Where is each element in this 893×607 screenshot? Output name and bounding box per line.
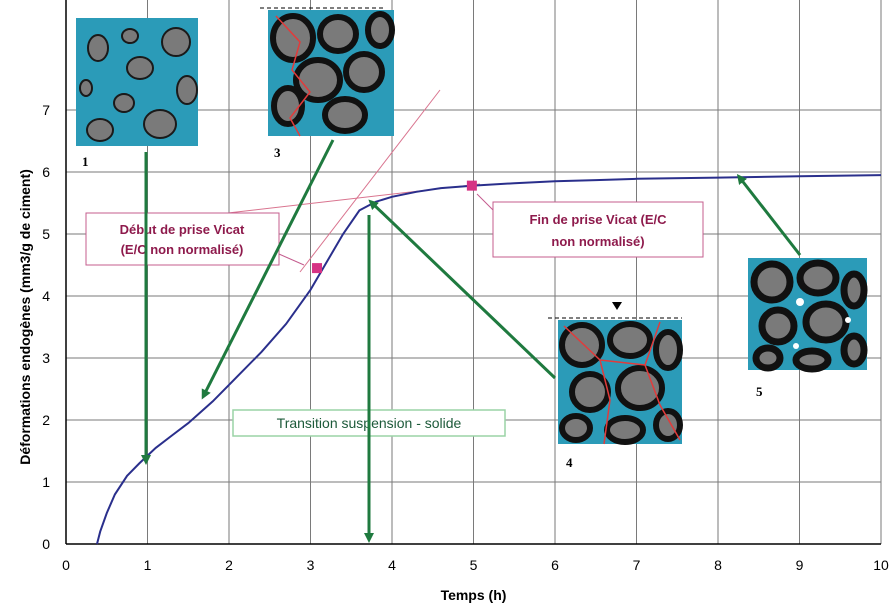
y-tick-label: 4 — [42, 288, 50, 304]
y-tick-label: 3 — [42, 350, 50, 366]
arrows — [141, 139, 802, 543]
arrow-3 — [201, 139, 335, 400]
micrograph-5-number: 5 — [756, 384, 763, 399]
fin-prise-line1: Fin de prise Vicat (E/C — [529, 212, 667, 227]
debut-prise-box: Début de prise Vicat (E/C non normalisé) — [85, 212, 280, 266]
x-tick-labels: 0 1 2 3 4 5 6 7 8 9 10 — [62, 557, 889, 573]
x-tick-label: 7 — [633, 557, 641, 573]
micrograph-1-number: 1 — [82, 154, 89, 169]
triangle-marker — [612, 302, 622, 310]
x-tick-label: 9 — [796, 557, 804, 573]
vicat-marker — [312, 263, 323, 274]
tangent-line-steep — [299, 89, 441, 273]
series-line — [96, 174, 882, 545]
y-tick-labels: 0 1 2 3 4 5 6 7 — [42, 102, 50, 552]
arrow-5 — [736, 174, 802, 256]
micrograph-1: 1 — [76, 18, 198, 169]
x-tick-label: 8 — [714, 557, 722, 573]
arrow-4 — [368, 199, 557, 380]
x-tick-label: 3 — [307, 557, 315, 573]
y-tick-label: 2 — [42, 412, 50, 428]
debut-prise-line2: (E/C non normalisé) — [121, 242, 244, 257]
micrograph-3-number: 3 — [274, 145, 281, 160]
vicat-marker — [466, 180, 477, 191]
x-tick-label: 0 — [62, 557, 70, 573]
micrograph-5: 5 — [748, 258, 868, 399]
x-tick-label: 4 — [388, 557, 396, 573]
x-axis-title: Temps (h) — [441, 587, 507, 603]
x-tick-label: 10 — [873, 557, 889, 573]
x-tick-label: 6 — [551, 557, 559, 573]
y-tick-label: 6 — [42, 164, 50, 180]
fin-prise-box: Fin de prise Vicat (E/C non normalisé) — [492, 201, 704, 258]
y-axis-title: Déformations endogènes (mm3/g de ciment) — [17, 169, 33, 465]
debut-prise-line1: Début de prise Vicat — [120, 222, 245, 237]
y-tick-label: 1 — [42, 474, 50, 490]
y-tick-label: 0 — [42, 536, 50, 552]
x-tick-label: 2 — [225, 557, 233, 573]
micrograph-4: 4 — [548, 302, 683, 470]
axes — [65, 0, 881, 545]
vicat-markers — [312, 180, 477, 274]
y-tick-label: 5 — [42, 226, 50, 242]
micrograph-4-number: 4 — [566, 455, 573, 470]
x-tick-label: 1 — [144, 557, 152, 573]
micrograph-3: 3 — [260, 7, 395, 160]
x-tick-label: 5 — [470, 557, 478, 573]
fin-leader-line — [476, 193, 494, 211]
debut-leader-line — [278, 253, 305, 266]
fin-prise-line2: non normalisé) — [551, 234, 644, 249]
y-tick-label: 7 — [42, 102, 50, 118]
